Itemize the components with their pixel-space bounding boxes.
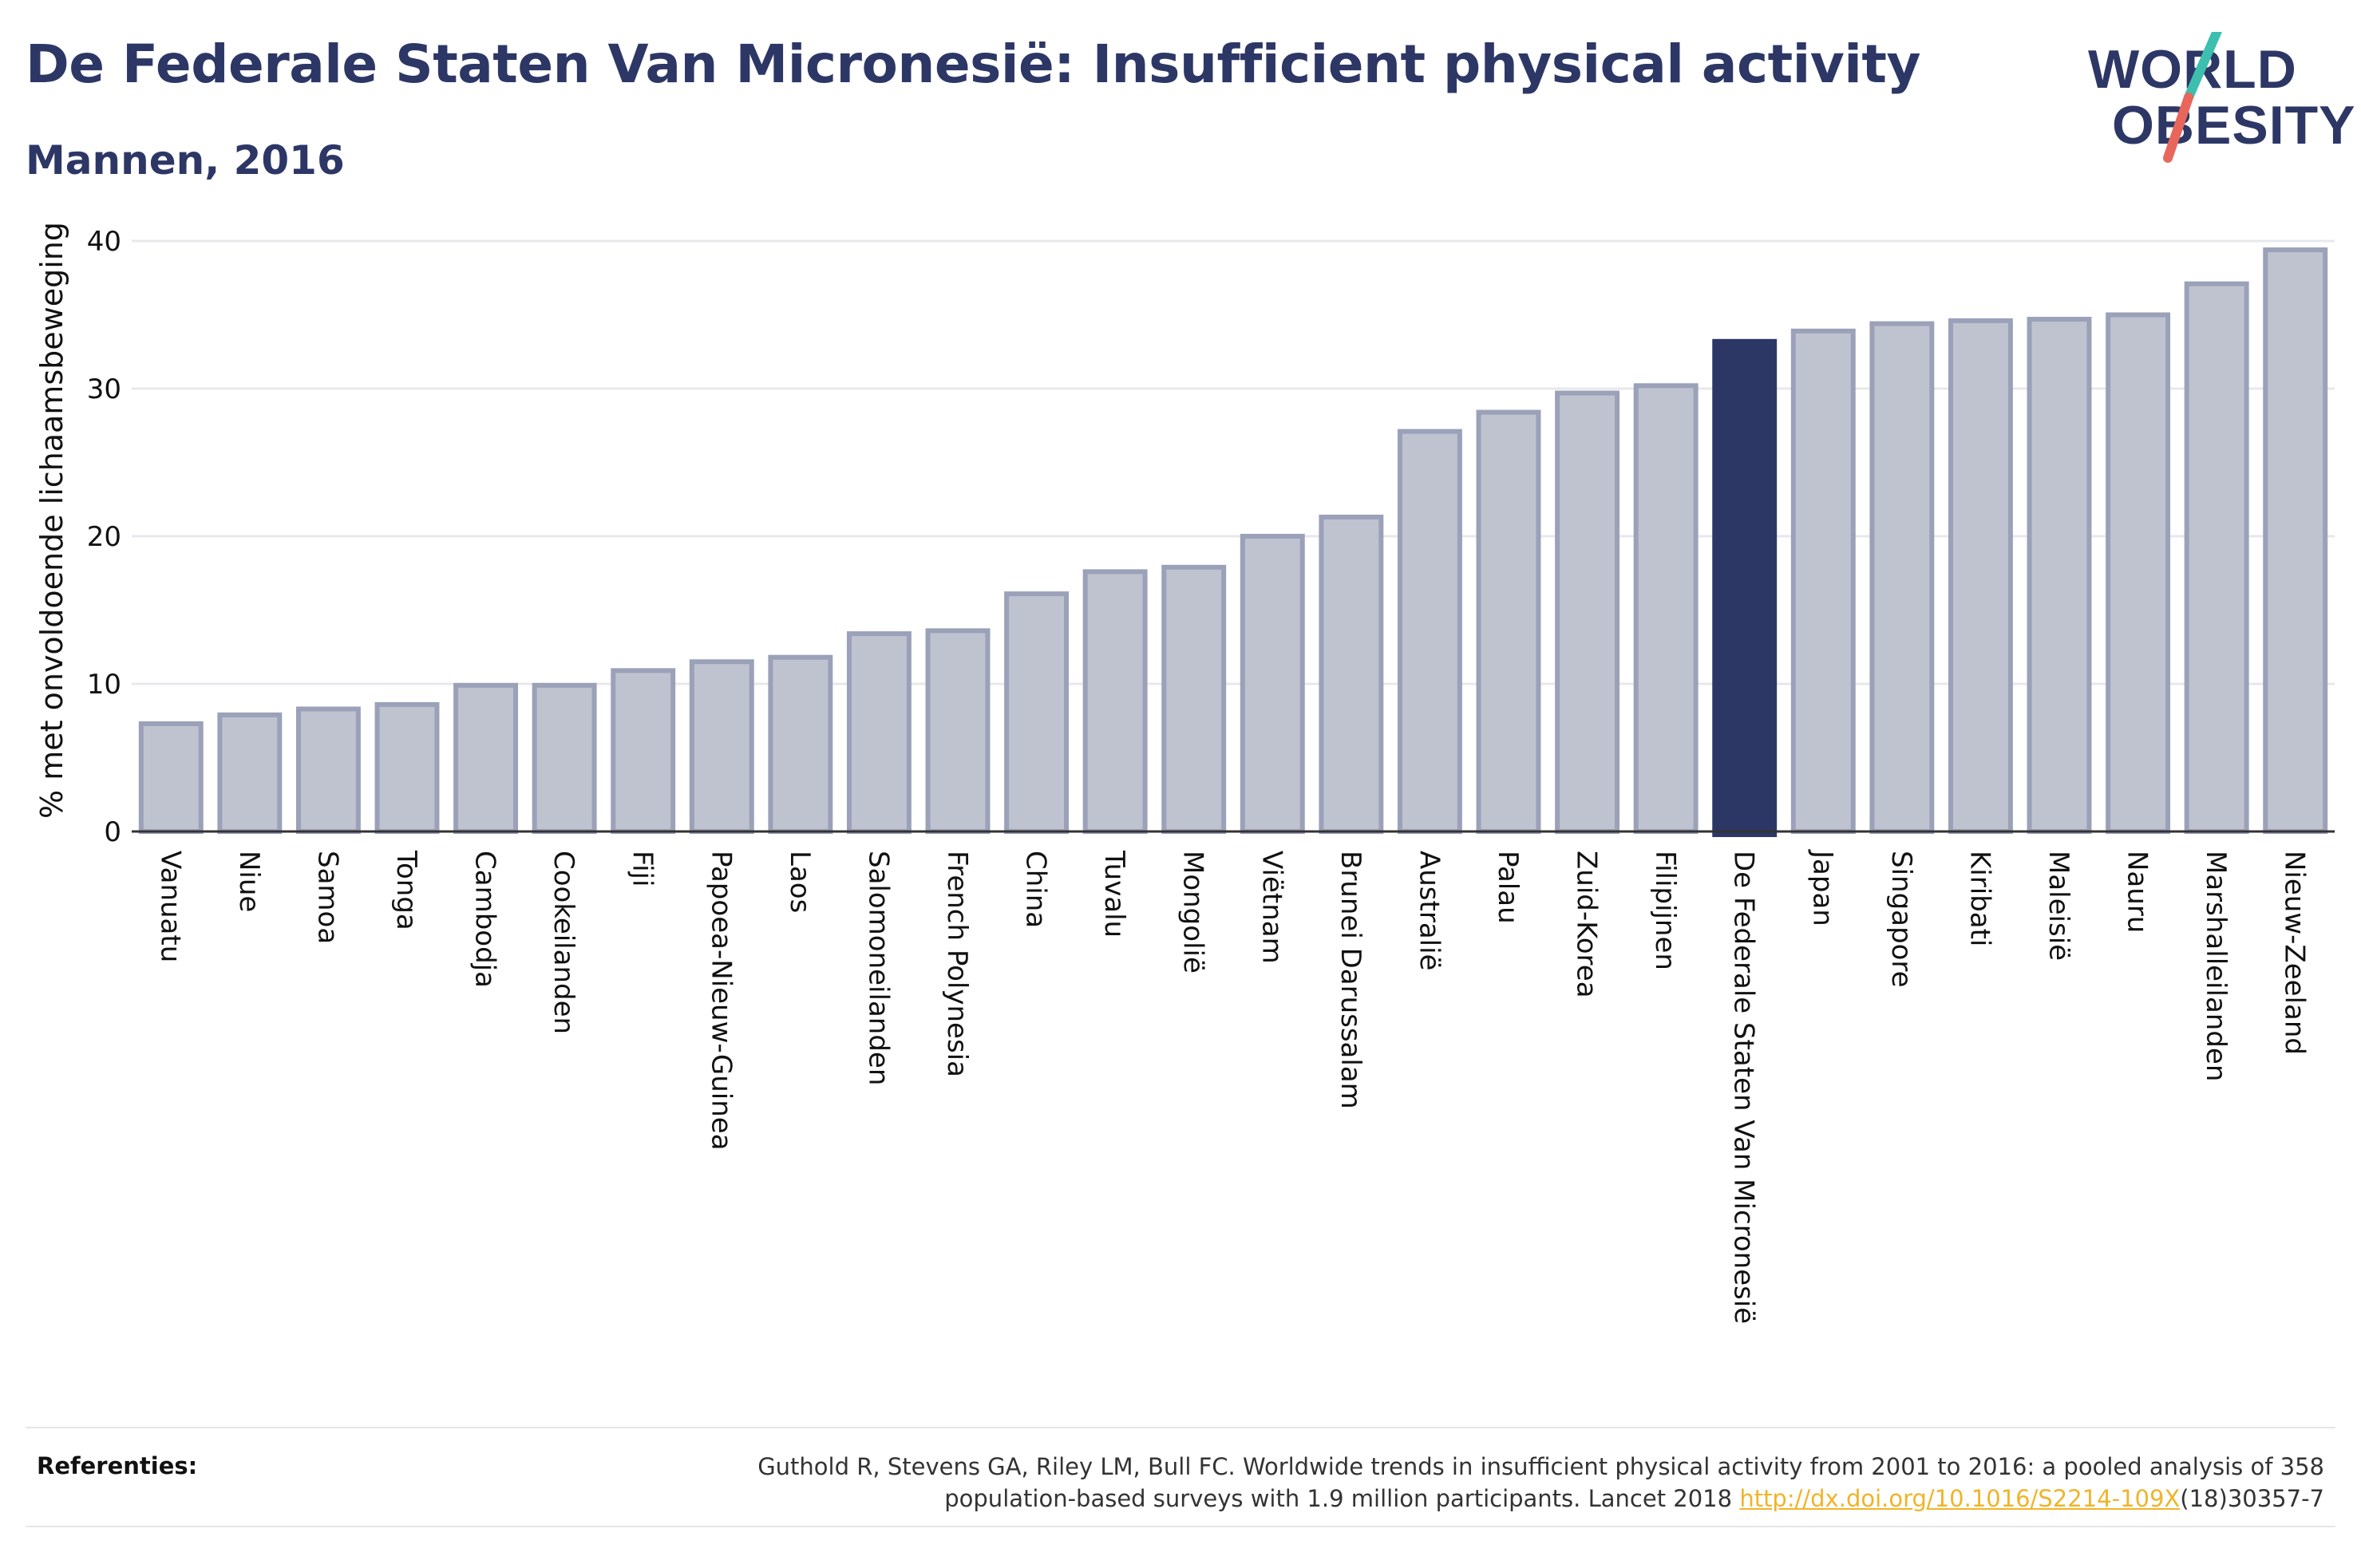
bar [1004,591,1070,835]
x-tick-label: China [1020,851,1052,928]
y-axis-label: % met onvoldoende lichaamsbeweging [34,222,69,819]
y-tick-label: 40 [87,226,121,258]
bar [138,721,204,835]
x-tick-label: Samoa [311,851,343,944]
x-tick-label: Palau [1492,851,1524,924]
bar [2184,281,2249,834]
y-tick-label: 20 [87,521,121,553]
reference-doi-link[interactable]: http://dx.doi.org/10.1016/S2214-109X [1739,1485,2181,1512]
x-tick-label: Maleisië [2043,851,2074,961]
x-tick-label: Australië [1413,851,1445,970]
bar [1948,318,2013,834]
x-tick-label: Papoea-Nieuw-Guinea [705,851,737,1151]
x-tick-label: Japan [1806,849,1838,926]
x-tick-label: Salomoneilanden [862,851,894,1085]
x-tick-label: Marshalleilanden [2200,851,2232,1081]
references-label: Referenties: [37,1452,198,1479]
reference-line-2-suffix: (18)30357-7 [2180,1485,2324,1512]
bar [1476,409,1541,834]
x-tick-label: Vanuatu [154,851,186,962]
bar-chart: 0 10 20 30 40 Vanuatu Niue Samoa Tonga Cambodja C… [34,222,2335,1324]
x-tick-label: Nieuw-Zeeland [2279,851,2311,1055]
x-tick-label: French Polynesia [941,851,973,1077]
bar [1319,514,1384,834]
bar [2027,317,2092,834]
bar [374,701,440,835]
bar [1240,534,1305,834]
world-obesity-logo: WORLD OBESITY [2083,32,2355,168]
bar [689,659,754,834]
x-tick-label: Nauru [2122,851,2153,933]
y-axis-ticks: 0 10 20 30 40 [87,226,121,848]
x-tick-label: Filipijnen [1649,851,1681,970]
bar [217,712,283,834]
reference-line-2: population-based surveys with 1.9 millio… [944,1485,1740,1512]
bar [532,682,597,834]
x-tick-label: Tuvalu [1098,850,1130,938]
bars [138,247,2328,837]
bar [1712,338,1778,837]
references-section: Referenties: Guthold R, Stevens GA, Rile… [26,1427,2335,1527]
references-text: Guthold R, Stevens GA, Riley LM, Bull FC… [568,1451,2324,1515]
bar [2106,312,2171,834]
bar [1555,390,1620,834]
bar [611,668,676,834]
chart-subtitle: Mannen, 2016 [26,137,345,184]
x-tick-label: Cookeilanden [548,851,579,1034]
x-tick-label: Zuid-Korea [1571,851,1603,998]
y-tick-label: 30 [87,373,121,405]
bar [453,682,519,834]
x-axis-ticks: Vanuatu Niue Samoa Tonga Cambodja Cookeilande… [154,849,2310,1324]
bar [925,628,991,835]
chart-title: De Federale Staten Van Micronesië: Insuf… [26,34,1921,95]
x-tick-label: Kiribati [1964,851,1995,946]
x-tick-label: Laos [784,851,816,913]
bar [1790,328,1856,835]
x-tick-label: De Federale Staten Van Micronesië [1728,851,1760,1324]
x-tick-label: Singapore [1885,851,1917,988]
bar [2263,247,2328,835]
x-tick-label: Tonga [390,850,422,930]
bar [1161,564,1227,834]
bar [1397,429,1462,835]
x-tick-label: Mongolië [1177,851,1209,974]
reference-line-1: Guthold R, Stevens GA, Riley LM, Bull FC… [757,1453,2324,1480]
x-tick-label: Fiji [627,851,658,887]
logo-slash-icon [2163,32,2222,163]
x-tick-label: Viëtnam [1256,851,1287,964]
bar [1869,321,1935,835]
x-tick-label: Cambodja [469,851,501,988]
bar [846,631,912,834]
bar [295,706,361,835]
x-tick-label: Brunei Darussalam [1335,851,1366,1109]
bar [1082,569,1148,835]
logo-line-2: OBESITY [2112,95,2356,156]
x-tick-label: Niue [233,851,265,912]
y-tick-label: 10 [87,669,121,701]
bar [1633,383,1699,834]
y-tick-label: 0 [104,816,121,848]
bar [768,654,833,835]
